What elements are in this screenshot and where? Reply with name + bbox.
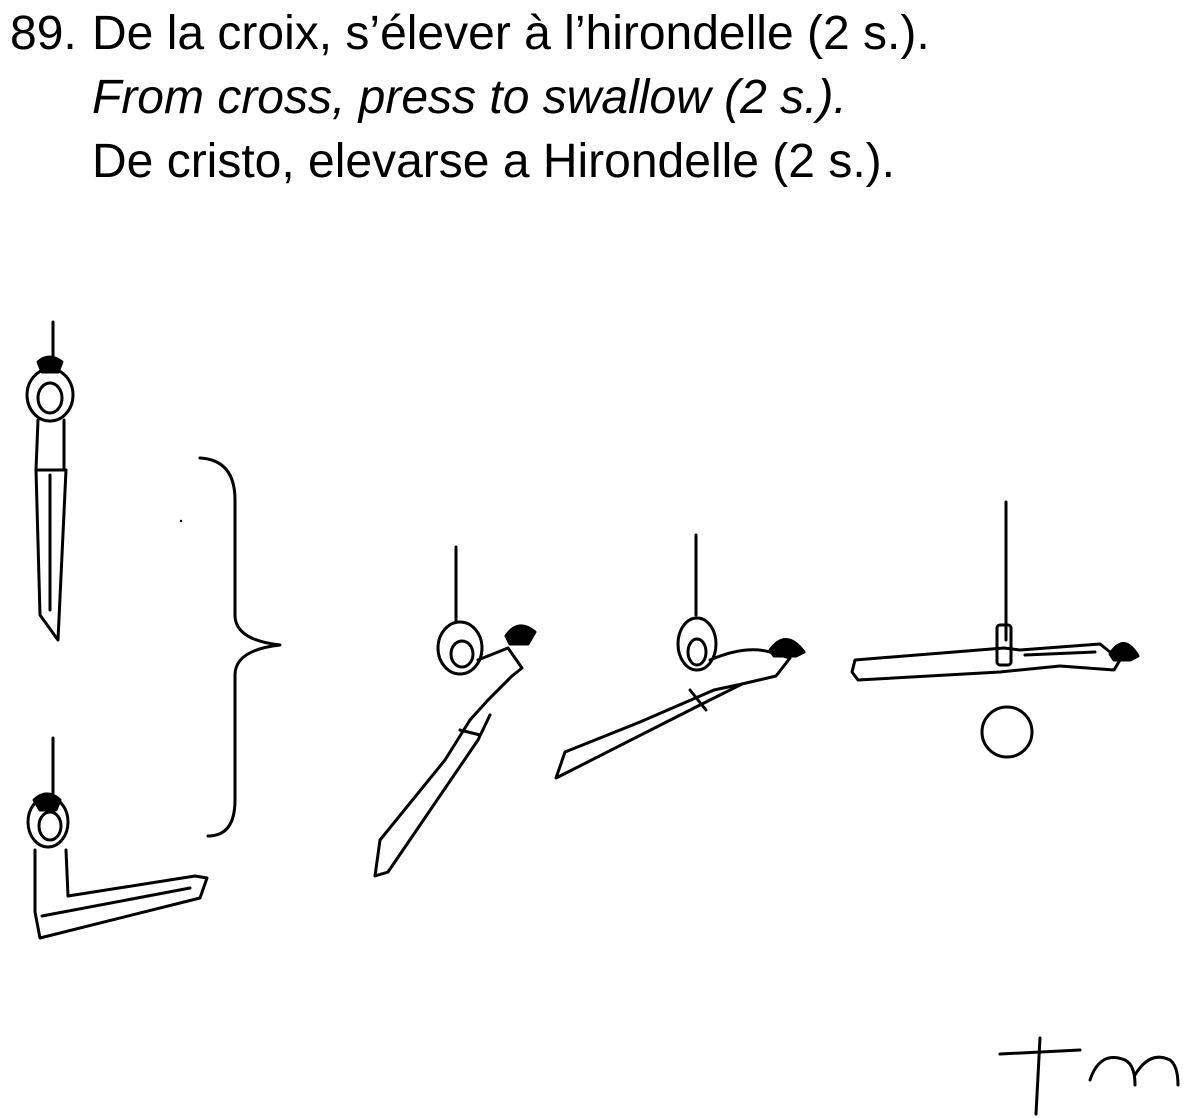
- hair-icon: [34, 794, 60, 810]
- ring-icon: [678, 618, 716, 670]
- figure-swallow-position: [852, 502, 1138, 757]
- hip-line: [690, 690, 706, 710]
- figure-cross-front-view: [27, 322, 73, 640]
- speck: [179, 519, 183, 523]
- leg-divider: [42, 888, 190, 916]
- legs: [556, 684, 742, 778]
- hair-icon: [770, 639, 804, 656]
- torso: [36, 420, 64, 470]
- signature-tm: [1000, 1038, 1178, 1114]
- hair-icon: [506, 626, 535, 644]
- signature-stroke: [1090, 1057, 1178, 1085]
- figure-press-phase-1: [375, 547, 535, 876]
- hair-icon: [1110, 643, 1138, 660]
- hip-line: [460, 730, 480, 735]
- front-view-circle-icon: [982, 707, 1032, 757]
- body-horizontal: [35, 850, 207, 938]
- head-icon: [38, 383, 62, 413]
- torso: [470, 648, 522, 720]
- body-horizontal: [852, 644, 1120, 680]
- torso: [710, 650, 790, 690]
- ring-icon: [997, 625, 1011, 665]
- title-english: From cross, press to swallow (2 s.).: [92, 71, 847, 124]
- title-spanish: De cristo, elevarse a Hirondelle (2 s.).: [92, 135, 895, 188]
- hair-icon: [38, 357, 62, 372]
- element-description: 89. De la croix, s’élever à l’hirondelle…: [10, 2, 930, 194]
- signature-stroke: [1036, 1038, 1040, 1114]
- ring-icon: [438, 622, 482, 674]
- hand-icon: [688, 639, 706, 665]
- figure-press-phase-2: [556, 535, 804, 778]
- title-french: De la croix, s’élever à l’hirondelle (2 …: [92, 7, 930, 60]
- legs: [36, 470, 66, 640]
- legs: [375, 715, 490, 876]
- brace-bracket: [200, 458, 280, 836]
- figure-cross-side-view: [28, 738, 207, 938]
- leg-divider: [1025, 652, 1095, 655]
- head-icon: [39, 812, 61, 840]
- hand-icon: [451, 641, 473, 667]
- element-number: 89.: [10, 7, 77, 60]
